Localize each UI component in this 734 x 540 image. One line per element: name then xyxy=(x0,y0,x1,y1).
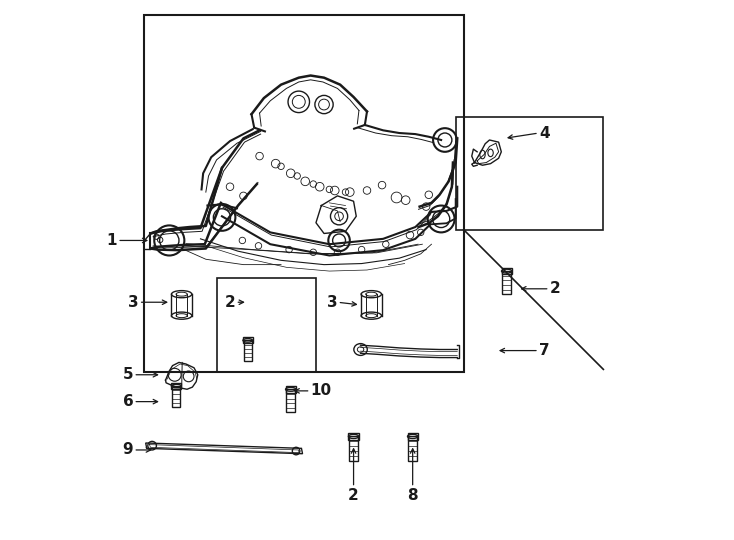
Bar xyxy=(244,340,252,361)
Text: 2: 2 xyxy=(348,488,359,503)
Bar xyxy=(217,278,316,372)
Bar xyxy=(456,117,603,230)
Bar xyxy=(144,15,464,372)
Bar xyxy=(349,436,358,461)
Polygon shape xyxy=(145,443,302,454)
Bar xyxy=(407,433,418,440)
Bar xyxy=(349,433,359,440)
Bar xyxy=(172,383,181,389)
Text: 8: 8 xyxy=(407,488,418,503)
Bar xyxy=(502,271,511,294)
Text: 5: 5 xyxy=(123,367,134,382)
Text: 2: 2 xyxy=(225,295,236,310)
Text: 9: 9 xyxy=(123,442,134,457)
Text: 3: 3 xyxy=(327,295,338,310)
Text: 1: 1 xyxy=(106,233,117,248)
Bar xyxy=(243,338,252,343)
Text: 6: 6 xyxy=(123,394,134,409)
Text: 2: 2 xyxy=(550,281,560,296)
Bar xyxy=(408,436,417,461)
Bar xyxy=(501,268,512,274)
Bar xyxy=(172,386,181,407)
Text: 7: 7 xyxy=(539,343,550,358)
Bar xyxy=(286,389,295,413)
Text: 4: 4 xyxy=(539,125,550,140)
Text: 3: 3 xyxy=(128,295,139,310)
Bar xyxy=(286,386,296,393)
Text: 10: 10 xyxy=(310,383,332,399)
